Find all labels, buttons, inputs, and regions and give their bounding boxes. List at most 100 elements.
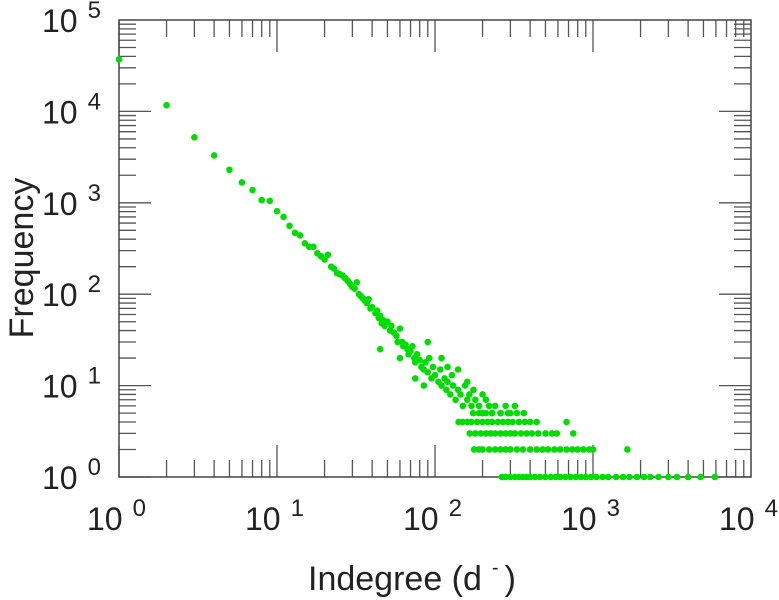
data-point [612,473,620,481]
data-points [115,56,719,481]
x-tick-label: 10 2 [403,495,462,537]
data-point [388,322,395,330]
data-point [475,409,483,417]
data-point [411,375,419,382]
data-point [572,473,580,481]
data-point [321,256,328,263]
data-point [499,418,507,426]
data-point [526,446,534,453]
data-point [191,134,198,141]
data-point [519,446,527,453]
data-point [626,473,633,481]
data-point [444,378,451,386]
data-point [420,382,428,389]
data-point [463,396,471,404]
data-point [396,354,404,362]
data-point [542,473,549,481]
data-point [619,473,627,481]
axis-ticks [118,20,751,478]
data-point [515,418,523,426]
data-point [556,446,564,453]
data-point [491,402,499,410]
data-point [553,430,561,437]
data-point [273,207,281,215]
data-point [115,56,123,63]
data-point [497,446,504,453]
data-point [466,430,474,437]
data-point [497,409,504,417]
data-point [577,473,585,481]
data-point [589,446,597,453]
data-point [563,446,570,453]
x-tick-label: 10 1 [245,495,304,537]
data-point [238,179,246,186]
data-point [580,446,587,453]
y-tick-label: 10 1 [42,363,101,405]
data-point [353,278,361,286]
data-point [544,446,552,453]
data-point [479,446,486,453]
data-point [548,430,556,437]
y-axis-label: Frequency [3,178,41,339]
data-point [502,430,509,437]
data-point [444,363,451,371]
x-tick-exponent: 3 [607,495,620,522]
y-tick-label: 10 2 [42,271,101,313]
data-point [470,386,477,394]
y-tick-labels: 10 0 10 1 10 2 10 3 10 4 10 5 [42,0,101,496]
data-point [368,303,376,311]
data-point [513,446,521,453]
y-tick-label: 10 3 [42,180,101,222]
data-point [511,402,519,410]
y-tick-base: 10 [42,3,78,39]
data-point [485,402,493,410]
data-point [504,409,512,417]
x-axis-label-text: Indegree (d [308,560,482,598]
data-point [475,402,483,410]
data-point [482,409,490,417]
data-point [393,332,400,340]
data-point [468,418,475,426]
y-tick-label: 10 4 [42,88,101,130]
data-point [447,391,454,398]
y-tick-exponent: 5 [88,0,101,24]
data-point [502,446,509,453]
data-point [513,409,521,417]
data-point [459,402,467,410]
y-tick-base: 10 [42,186,78,222]
data-point [502,473,509,481]
data-point [567,473,574,481]
data-point [324,251,332,259]
data-point [396,325,404,332]
x-axis-label: Indegree (d -) [308,557,516,598]
data-point [226,166,233,174]
data-point [373,307,381,314]
x-tick-exponent: 2 [449,495,462,522]
data-point [280,213,287,221]
data-point [533,446,540,453]
data-point [521,418,529,426]
data-point [697,473,704,481]
data-point [528,430,536,437]
x-tick-labels: 10 0 10 1 10 2 10 3 10 4 [87,495,778,537]
data-point [484,418,491,426]
data-point [491,446,499,453]
data-point [454,366,462,373]
data-point [488,409,496,417]
data-point [301,240,309,247]
data-point [409,342,416,350]
x-tick-base: 10 [403,501,439,537]
data-point [547,473,555,481]
data-point [482,396,490,404]
data-point [384,318,391,326]
data-point [587,473,595,481]
x-tick-label: 10 0 [87,495,146,537]
data-point [438,382,445,389]
data-point [457,391,464,398]
data-point [665,473,672,481]
data-point [472,430,479,437]
data-point [520,409,528,417]
data-point [494,418,502,426]
data-point [424,338,432,346]
